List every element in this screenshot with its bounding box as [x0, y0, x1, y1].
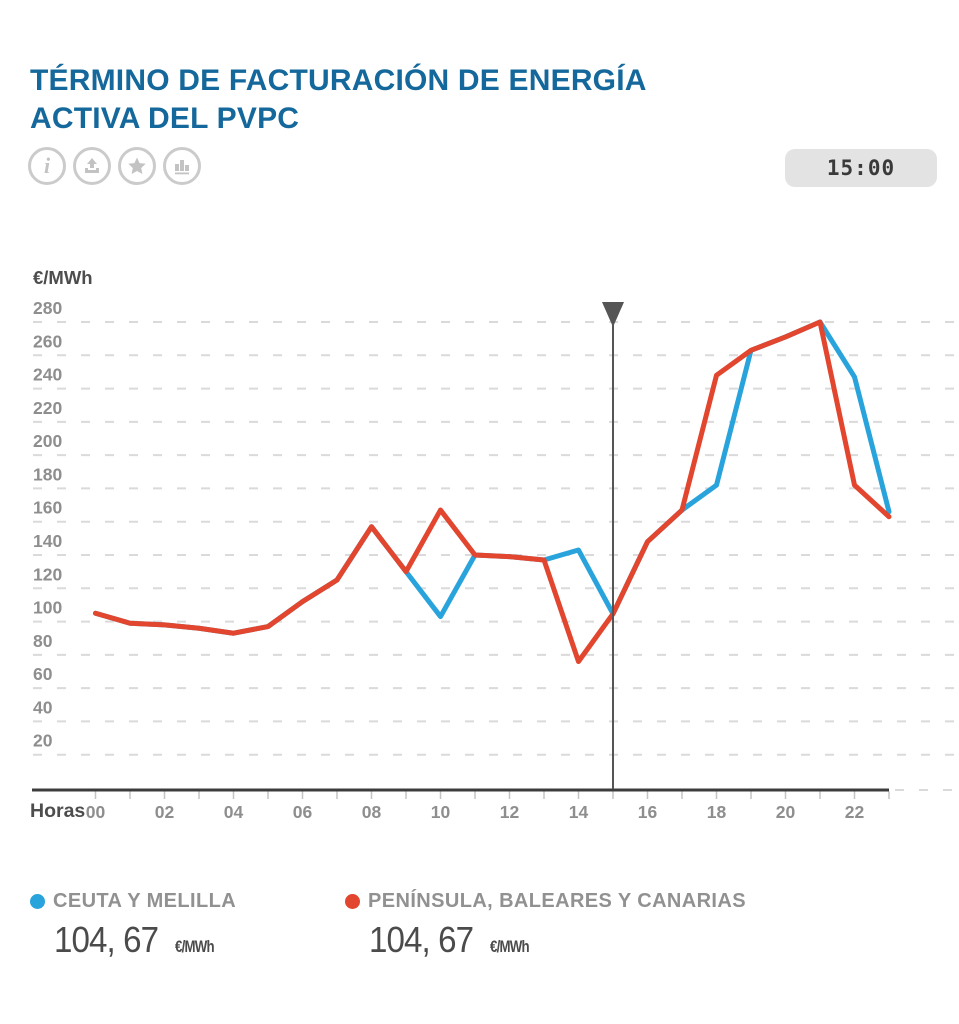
- y-tick-label: 160: [33, 498, 62, 518]
- y-tick-label: 20: [33, 731, 53, 751]
- x-tick-label: 10: [431, 802, 451, 822]
- y-axis-label: €/MWh: [33, 267, 93, 288]
- y-tick-label: 40: [33, 697, 53, 717]
- x-axis-label: Horas: [30, 800, 85, 822]
- star-icon: [128, 157, 146, 174]
- legend-item-peninsula[interactable]: PENÍNSULA, BALEARES Y CANARIAS 104, 67 €…: [345, 890, 746, 961]
- y-tick-label: 80: [33, 631, 53, 651]
- bar-chart-icon: [175, 160, 189, 175]
- x-tick-label: 12: [500, 802, 520, 822]
- export-button[interactable]: [73, 147, 111, 185]
- x-tick-label: 18: [707, 802, 727, 822]
- series-line-peninsula: [93, 319, 892, 665]
- favorite-button[interactable]: [118, 147, 156, 185]
- series-label: CEUTA Y MELILLA: [53, 890, 237, 912]
- y-tick-label: 280: [33, 298, 62, 318]
- series-value: 104, 67: [369, 919, 474, 960]
- series-unit: €/MWh: [175, 937, 215, 956]
- y-tick-label: 180: [33, 464, 62, 484]
- series-dot-blue: [30, 894, 45, 909]
- page-title: TÉRMINO DE FACTURACIÓN DE ENERGÍA ACTIVA…: [30, 64, 646, 136]
- info-button[interactable]: i: [28, 147, 66, 185]
- x-tick-label: 20: [776, 802, 796, 822]
- x-tick-label: 08: [362, 802, 382, 822]
- y-tick-label: 260: [33, 331, 62, 351]
- export-icon: [85, 158, 99, 173]
- x-tick-label: 04: [224, 802, 244, 822]
- y-tick-label: 100: [33, 598, 62, 618]
- toolbar: i: [28, 147, 201, 185]
- x-tick-label: 16: [638, 802, 658, 822]
- x-tick-label: 00: [86, 802, 106, 822]
- series-line-ceuta-melilla: [93, 319, 892, 636]
- series-label: PENÍNSULA, BALEARES Y CANARIAS: [368, 890, 746, 912]
- y-tick-label: 60: [33, 664, 53, 684]
- y-tick-label: 200: [33, 431, 62, 451]
- x-tick-label: 02: [155, 802, 175, 822]
- y-tick-label: 120: [33, 564, 62, 584]
- series-value: 104, 67: [54, 919, 159, 960]
- x-tick-label: 22: [845, 802, 865, 822]
- selected-time-badge: 15:00: [785, 149, 937, 187]
- x-tick-label: 06: [293, 802, 313, 822]
- legend-item-ceuta-melilla[interactable]: CEUTA Y MELILLA 104, 67 €/MWh: [30, 890, 236, 961]
- chart-type-button[interactable]: [163, 147, 201, 185]
- time-marker-triangle-icon[interactable]: [602, 302, 624, 327]
- y-tick-label: 140: [33, 531, 62, 551]
- series-unit: €/MWh: [490, 937, 530, 956]
- y-tick-label: 220: [33, 398, 62, 418]
- series-dot-red: [345, 894, 360, 909]
- x-tick-label: 14: [569, 802, 589, 822]
- y-tick-label: 240: [33, 365, 62, 385]
- info-icon: i: [43, 153, 51, 178]
